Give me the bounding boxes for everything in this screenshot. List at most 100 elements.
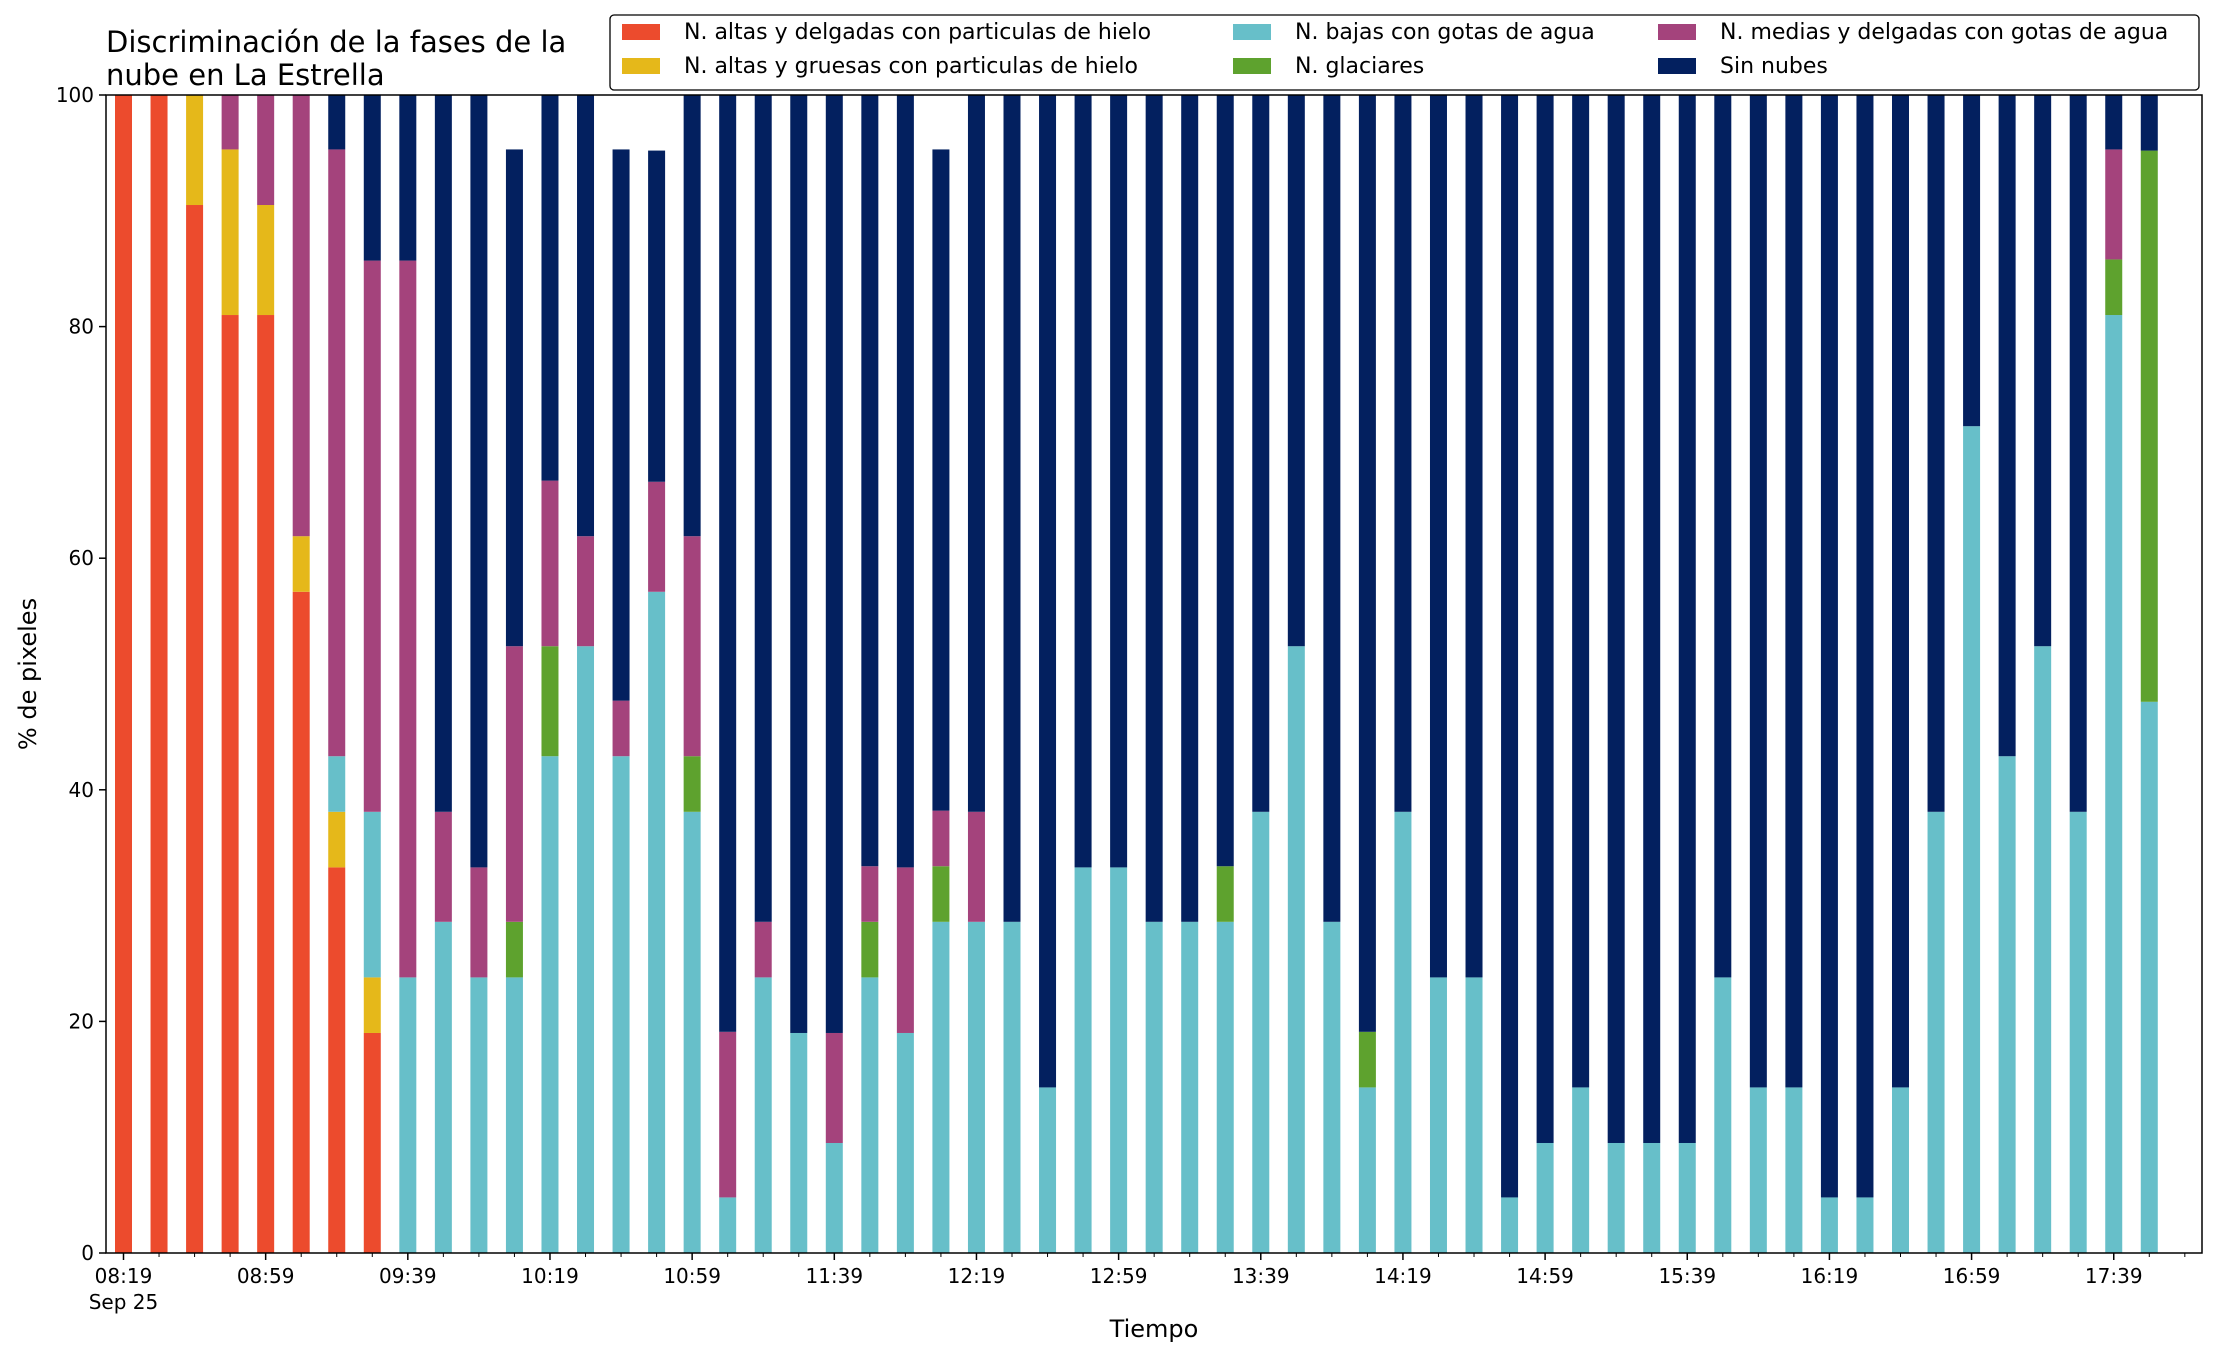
bar-segment-8-series-2	[399, 977, 417, 1253]
bar-segment-14-series-4	[612, 700, 630, 757]
bar-segment-16-series-5	[683, 95, 701, 537]
y-axis: 0 20 40 60 80 100	[56, 83, 106, 1265]
bar-segment-27-series-5	[1074, 95, 1092, 868]
bar-segment-56-series-5	[2105, 95, 2123, 150]
bar-segment-46-series-2	[1749, 1087, 1767, 1253]
bar-segment-17-series-5	[719, 95, 737, 1032]
x-tick-label: 17:39	[2085, 1264, 2143, 1288]
bar-segment-30-series-5	[1181, 95, 1199, 922]
bar-segment-22-series-4	[896, 867, 914, 1033]
legend-swatch	[1233, 24, 1271, 40]
chart-title: Discriminación de la fases de la nube en…	[106, 25, 566, 92]
bar-segment-21-series-4	[861, 866, 879, 922]
bar-segment-20-series-2	[825, 1142, 843, 1253]
bar-segment-10-series-5	[470, 95, 488, 868]
bar-segment-20-series-4	[825, 1032, 843, 1143]
bar-segment-11-series-3	[505, 921, 523, 978]
x-tick-label: 10:59	[663, 1264, 721, 1288]
bar-segment-31-series-2	[1216, 921, 1234, 1253]
bar-segment-23-series-5	[932, 149, 950, 811]
bar-segment-57-series-5	[2140, 95, 2158, 151]
bar-segment-52-series-2	[1963, 426, 1981, 1253]
bar-segment-23-series-2	[932, 921, 950, 1253]
x-tick-label: 11:39	[805, 1264, 863, 1288]
bar-segment-57-series-2	[2140, 701, 2158, 1253]
bar-segment-11-series-5	[505, 149, 523, 647]
bar-segment-24-series-5	[967, 95, 985, 812]
bar-segment-34-series-2	[1323, 921, 1341, 1253]
bar-segment-9-series-4	[434, 811, 452, 922]
bar-segment-55-series-5	[2069, 95, 2087, 812]
bar-segment-44-series-2	[1678, 1142, 1696, 1253]
bar-segment-12-series-2	[541, 756, 559, 1253]
bar-segment-10-series-4	[470, 867, 488, 978]
bar-segment-39-series-5	[1501, 95, 1519, 1198]
bar-segment-7-series-0	[363, 1032, 381, 1253]
bar-segment-31-series-5	[1216, 95, 1234, 867]
bar-segment-43-series-2	[1643, 1142, 1661, 1253]
bar-segment-37-series-2	[1429, 977, 1447, 1253]
bar-segment-26-series-5	[1039, 95, 1057, 1088]
bar-segment-44-series-5	[1678, 95, 1696, 1143]
legend-entry: N. bajas con gotas de agua	[1295, 20, 1595, 45]
bar-segment-18-series-5	[754, 95, 772, 922]
bar-segment-8-series-4	[399, 260, 417, 978]
legend-swatch	[1658, 24, 1696, 40]
y-axis-label: % de pixeles	[14, 598, 42, 750]
bar-segment-8-series-5	[399, 95, 417, 261]
legend-entry: N. altas y delgadas con particulas de hi…	[684, 20, 1151, 45]
bar-segment-54-series-2	[2034, 646, 2052, 1253]
bar-segment-49-series-5	[1856, 95, 1874, 1198]
bar-segment-24-series-2	[967, 921, 985, 1253]
bar-segment-13-series-4	[577, 536, 595, 647]
bar-segment-2-series-0	[186, 205, 204, 1253]
bar-segment-41-series-2	[1572, 1087, 1590, 1253]
bar-segment-38-series-2	[1465, 977, 1483, 1253]
bar-segment-36-series-2	[1394, 811, 1412, 1253]
x-tick-label: 12:19	[948, 1264, 1006, 1288]
x-axis-label: Tiempo	[1109, 1315, 1199, 1343]
x-tick-label: 15:39	[1658, 1264, 1716, 1288]
bar-segment-23-series-3	[932, 866, 950, 922]
bar-segment-25-series-5	[1003, 95, 1021, 922]
bar-segment-51-series-2	[1927, 811, 1945, 1253]
x-tick-label: 09:39	[379, 1264, 437, 1288]
bar-segment-1-series-0	[150, 95, 168, 1253]
x-tick-label: 14:19	[1374, 1264, 1432, 1288]
bar-segment-5-series-1	[292, 536, 310, 592]
bar-segment-2-series-1	[186, 95, 204, 206]
y-tick-label: 20	[69, 1009, 94, 1033]
bar-segment-3-series-4	[221, 95, 239, 150]
bar-segment-57-series-3	[2140, 150, 2158, 702]
legend-swatch	[1658, 58, 1696, 74]
legend-entry: N. medias y delgadas con gotas de agua	[1720, 20, 2168, 45]
y-tick-label: 40	[69, 778, 94, 802]
bar-segment-16-series-2	[683, 811, 701, 1253]
bar-segment-10-series-2	[470, 977, 488, 1253]
x-tick-label: 16:19	[1801, 1264, 1859, 1288]
bar-segment-26-series-2	[1039, 1087, 1057, 1253]
bar-segment-55-series-2	[2069, 811, 2087, 1253]
x-tick-label: 08:19	[95, 1264, 153, 1288]
bar-segment-56-series-3	[2105, 259, 2123, 316]
bar-segment-12-series-5	[541, 95, 559, 481]
bar-segment-36-series-5	[1394, 95, 1412, 812]
y-tick-label: 80	[69, 315, 94, 339]
bar-segment-20-series-5	[825, 95, 843, 1033]
bar-segment-15-series-2	[648, 591, 666, 1253]
bar-segment-32-series-5	[1252, 95, 1270, 812]
x-tick-label: 16:59	[1943, 1264, 2001, 1288]
bar-segment-3-series-0	[221, 315, 239, 1253]
bar-segment-14-series-5	[612, 149, 630, 701]
bar-segment-30-series-2	[1181, 921, 1199, 1253]
x-tick-label: 14:59	[1516, 1264, 1574, 1288]
bar-segment-53-series-2	[1998, 756, 2016, 1253]
bar-segment-6-series-4	[328, 149, 346, 757]
bar-segment-15-series-4	[648, 481, 666, 592]
bar-segment-19-series-5	[790, 95, 808, 1033]
bar-segment-16-series-4	[683, 536, 701, 757]
bar-segment-48-series-2	[1820, 1197, 1838, 1253]
bar-segment-52-series-5	[1963, 95, 1981, 427]
bar-segment-28-series-5	[1110, 95, 1128, 868]
